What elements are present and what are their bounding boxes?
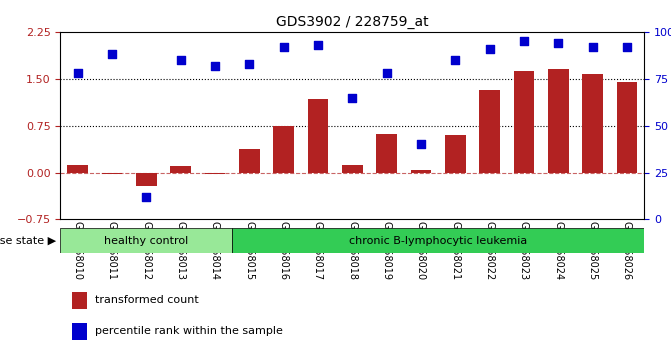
Point — [244, 61, 254, 67]
Point — [484, 46, 495, 52]
Point — [107, 52, 117, 57]
Point — [175, 57, 186, 63]
Point — [381, 70, 392, 76]
Point — [278, 44, 289, 50]
Bar — [72, 323, 87, 340]
Point — [141, 194, 152, 200]
Bar — [411, 170, 431, 172]
Bar — [60, 228, 232, 253]
Bar — [617, 82, 637, 172]
Text: disease state ▶: disease state ▶ — [0, 236, 56, 246]
Bar — [72, 292, 87, 309]
Bar — [514, 71, 534, 172]
Point — [415, 142, 426, 147]
Bar — [582, 74, 603, 172]
Text: transformed count: transformed count — [95, 295, 199, 305]
Point — [313, 42, 323, 48]
Point — [553, 40, 564, 46]
Point — [621, 44, 632, 50]
Point — [209, 63, 220, 68]
Text: healthy control: healthy control — [104, 236, 189, 246]
Bar — [232, 228, 644, 253]
Bar — [376, 134, 397, 172]
Bar — [136, 172, 156, 186]
Bar — [170, 166, 191, 172]
Bar — [239, 149, 260, 172]
Bar — [479, 90, 500, 172]
Text: chronic B-lymphocytic leukemia: chronic B-lymphocytic leukemia — [349, 236, 527, 246]
Point — [347, 95, 358, 101]
Bar — [101, 172, 122, 175]
Bar — [548, 69, 568, 172]
Point — [72, 70, 83, 76]
Bar — [205, 172, 225, 174]
Point — [450, 57, 461, 63]
Bar — [273, 126, 294, 172]
Text: percentile rank within the sample: percentile rank within the sample — [95, 326, 283, 336]
Point — [519, 38, 529, 44]
Title: GDS3902 / 228759_at: GDS3902 / 228759_at — [276, 16, 429, 29]
Point — [587, 44, 598, 50]
Bar — [445, 135, 466, 172]
Bar — [67, 165, 88, 172]
Bar — [342, 165, 362, 172]
Bar — [307, 99, 328, 172]
